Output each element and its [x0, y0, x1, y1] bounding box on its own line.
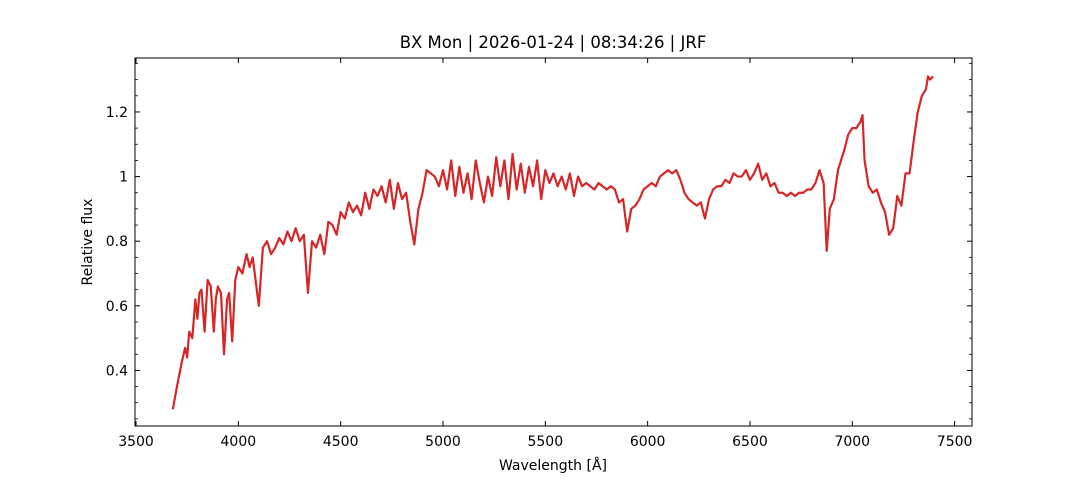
x-tick-label: 3500: [118, 434, 154, 450]
spectrum-line: [171, 75, 934, 410]
x-tick-label: 4500: [323, 434, 359, 450]
x-tick-label: 7000: [834, 434, 870, 450]
x-tick-label: 7500: [937, 434, 973, 450]
x-tick-label: 6000: [630, 434, 666, 450]
plot-frame: [134, 57, 973, 427]
y-tick-label: 1.2: [106, 105, 128, 121]
x-tick-label: 6500: [732, 434, 768, 450]
y-tick-label: 0.4: [106, 363, 128, 379]
chart-title: BX Mon | 2026-01-24 | 08:34:26 | JRF: [400, 33, 707, 52]
x-tick-label: 4000: [221, 434, 257, 450]
y-tick-label: 1: [119, 170, 128, 186]
x-tick-label: 5000: [425, 434, 461, 450]
y-tick-label: 0.6: [106, 299, 128, 315]
y-tick-label: 0.8: [106, 234, 128, 250]
x-axis-label: Wavelength [Å]: [499, 457, 607, 474]
x-tick-label: 5500: [527, 434, 563, 450]
y-axis-label: Relative flux: [80, 199, 96, 286]
